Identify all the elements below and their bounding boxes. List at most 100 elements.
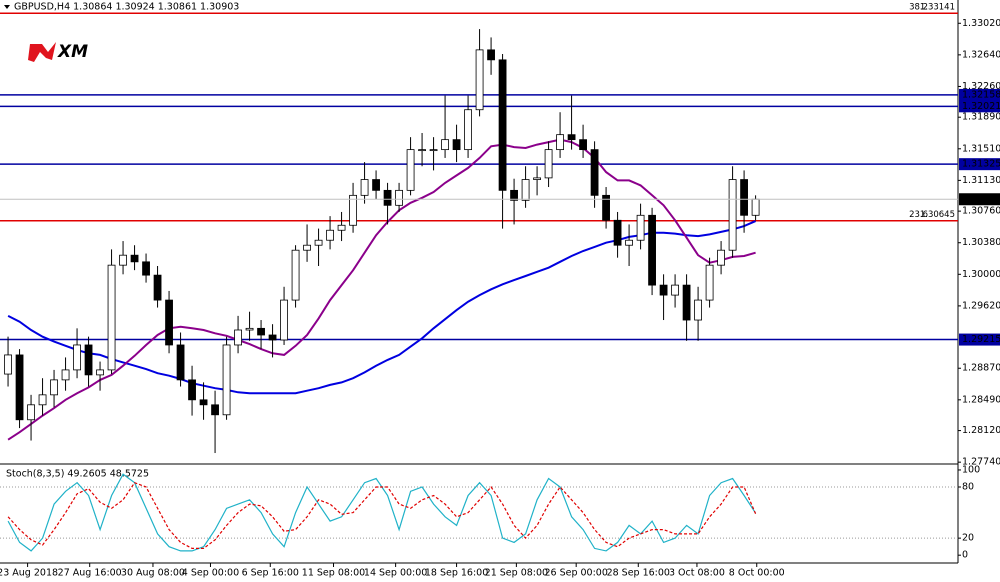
logo-mark [28,42,56,62]
candle-body [73,344,81,371]
candle-body [234,329,242,346]
candle-body [452,139,461,151]
y-tick-label: 1.30760 [962,206,1000,217]
candle-body [199,399,208,406]
candle-body [579,139,587,151]
candle-body [556,134,564,151]
candle-body [337,224,346,231]
y-tick-label: 1.30380 [962,237,1000,248]
candle-body [268,334,277,341]
level-name: 38.2 [909,3,928,13]
y-tick-label: 1.32260 [962,81,1000,92]
moving-average [7,220,756,395]
candle-body [50,379,58,396]
x-tick-label: 28 Sep 16:00 [607,568,670,579]
candle-body [372,179,380,191]
candle-body [636,214,645,241]
candle-body [533,177,541,180]
level-value: 1.30645 [920,210,955,220]
candle-body [418,149,426,152]
candle-body [84,344,93,376]
level-value: 1.32021 [962,101,1000,112]
candle-body [142,261,150,276]
candle-body [441,139,449,151]
candle-body [4,354,12,375]
stoch-line [7,481,757,549]
candle-body [429,149,438,152]
candle-body [314,239,323,246]
y-tick-label: 1.29620 [962,300,1000,311]
level-name: 23.6 [909,210,928,220]
candle-body [15,354,24,421]
candle-body [280,299,288,341]
x-tick-label: 21 Sep 08:00 [485,568,548,579]
candle-body [475,49,484,111]
candle-body [188,379,196,401]
candle-body [625,239,633,246]
candle-body [211,404,219,416]
x-tick-label: 6 Sep 16:00 [242,568,299,579]
candle-body [153,274,162,301]
candle-body [257,327,265,336]
moving-average [7,138,756,441]
candle-body [383,189,392,206]
candle-body [521,179,530,201]
candle-body [303,244,311,251]
y-tick-label: 1.28120 [962,425,1000,436]
candle-body [27,404,35,421]
candle-body [291,249,300,301]
x-tick-label: 30 Aug 08:00 [121,568,185,579]
candle-body [717,249,725,266]
candle-body [544,149,553,179]
candle-body [349,194,357,226]
candle-body [464,109,472,151]
level-box [959,88,1000,101]
y-tick-label: 1.33020 [962,18,1000,29]
level-value: 1.32158 [962,89,1000,100]
chart-title: GBPUSD,H4 1.30864 1.30924 1.30861 1.3090… [14,2,239,13]
candle-body [751,198,760,216]
level-box [959,333,1000,346]
y-tick-label: 0 [962,550,968,561]
level-value: 1.29215 [962,334,1000,345]
candle-body [590,149,599,196]
candle-body [326,229,334,241]
y-tick-label: 100 [962,464,980,475]
level-value: 1.31325 [962,159,1000,170]
x-tick-label: 23 Aug 2018 [0,568,58,579]
candle-body [682,284,691,321]
x-tick-label: 8 Oct 00:00 [729,568,785,579]
x-tick-label: 27 Aug 16:00 [58,568,122,579]
candle-body [648,214,656,286]
y-tick-label: 1.28490 [962,394,1000,405]
price-label: 1.30903 [962,194,1000,205]
candle-body [567,134,576,141]
candle-body [61,369,70,381]
candle-body [728,179,737,251]
candle-body [498,59,507,191]
candle-body [38,394,47,406]
x-tick-label: 3 Oct 08:00 [669,568,725,579]
candle-body [245,327,254,331]
y-tick-label: 1.30000 [962,269,1000,280]
candle-body [406,149,415,191]
x-tick-label: 4 Sep 00:00 [182,568,239,579]
candle-body [395,189,403,206]
candle-body [659,284,668,296]
candle-body [222,344,231,416]
x-tick-label: 26 Sep 00:00 [544,568,607,579]
candle-body [671,284,679,296]
y-tick-label: 1.28870 [962,363,1000,374]
level-box [959,100,1000,113]
candle-body [613,219,622,246]
candle-body [107,264,116,371]
candle-body [487,49,495,61]
y-tick-label: 1.31890 [962,112,1000,123]
y-tick-label: 1.27740 [962,457,1000,468]
y-tick-label: 1.31510 [962,143,1000,154]
y-tick-label: 1.32640 [962,49,1000,60]
level-value: 1.33141 [920,3,955,13]
candle-body [130,254,139,263]
candle-body [119,254,127,266]
